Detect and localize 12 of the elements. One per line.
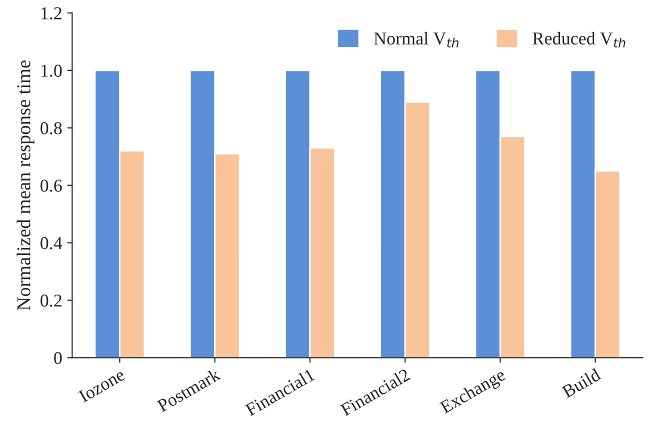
x-tick-label: Iozone	[78, 368, 126, 403]
legend-label: Reduced V$_{th}$	[532, 32, 626, 48]
y-tick-label: 1.2	[41, 7, 62, 20]
x-tick-label: Build	[561, 368, 602, 398]
y-tick-label: 0.8	[40, 122, 62, 134]
y-tick-label: 0	[54, 352, 62, 364]
y-axis-title: Normalized mean response time	[16, 60, 34, 310]
y-tick-label: 0.4	[40, 237, 62, 250]
y-tick-label: 0.2	[40, 294, 62, 307]
legend-label: Normal V$_{th}$	[374, 32, 458, 48]
y-tick-label: 0.6	[40, 180, 62, 192]
y-tick-label: 1.0	[41, 64, 62, 77]
